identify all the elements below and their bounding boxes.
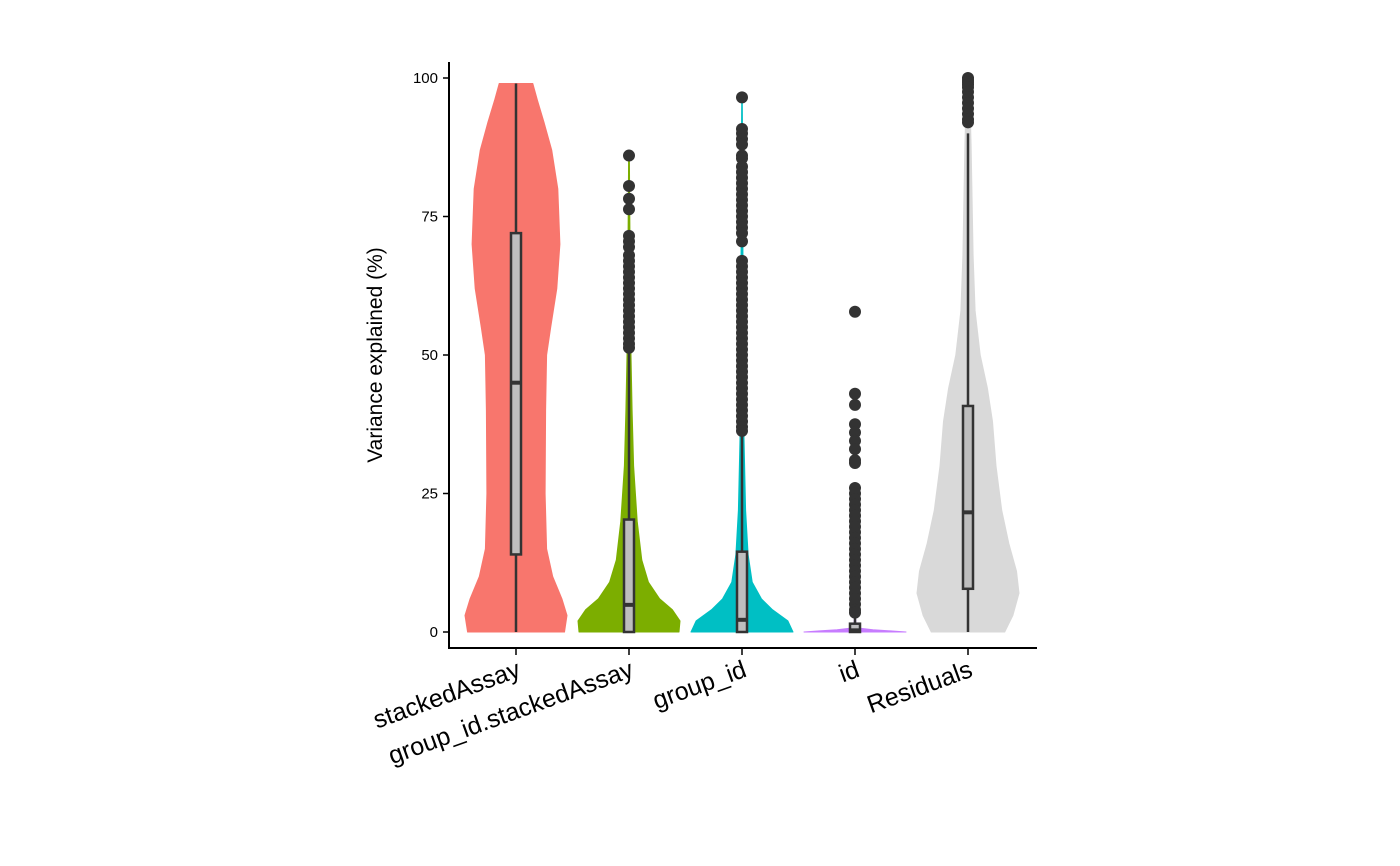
outlier-point [736,91,748,104]
y-axis-title: Variance explained (%) [364,247,387,463]
outlier-point [623,203,635,216]
outlier-point [736,235,748,248]
outlier-point [962,116,974,129]
outlier-point [849,457,861,470]
outlier-point [623,192,635,205]
outlier-point [623,149,635,162]
box-group_id [735,550,749,634]
outlier-point [849,387,861,400]
outlier-point [849,434,861,447]
outlier-point [623,341,635,354]
box-group_id.stackedAssay [622,518,636,634]
y-axis-ticks: 0 25 50 75 100 [413,70,449,641]
x-tick-label: id [835,655,863,688]
y-tick-label: 25 [421,486,438,503]
outlier-point [736,424,748,437]
outlier-point [736,227,748,240]
outlier-point [849,426,861,439]
x-tick-label: Residuals [863,655,976,719]
outliers-layer [623,72,974,619]
outlier-point [736,152,748,165]
outlier-point [849,398,861,411]
y-tick-label: 75 [421,209,438,226]
outlier-point [849,606,861,619]
y-tick-label: 0 [430,624,438,641]
box-stackedAssay [509,231,523,556]
outlier-point [736,138,748,151]
y-tick-label: 100 [413,70,438,87]
y-tick-label: 50 [421,347,438,364]
boxplots-layer [509,83,975,634]
outlier-point [849,418,861,431]
outlier-point [849,305,861,318]
outlier-point [623,240,635,253]
outlier-point [849,443,861,456]
box-Residuals [961,404,975,591]
outlier-point [623,180,635,193]
x-tick-label: group_id [649,655,750,715]
